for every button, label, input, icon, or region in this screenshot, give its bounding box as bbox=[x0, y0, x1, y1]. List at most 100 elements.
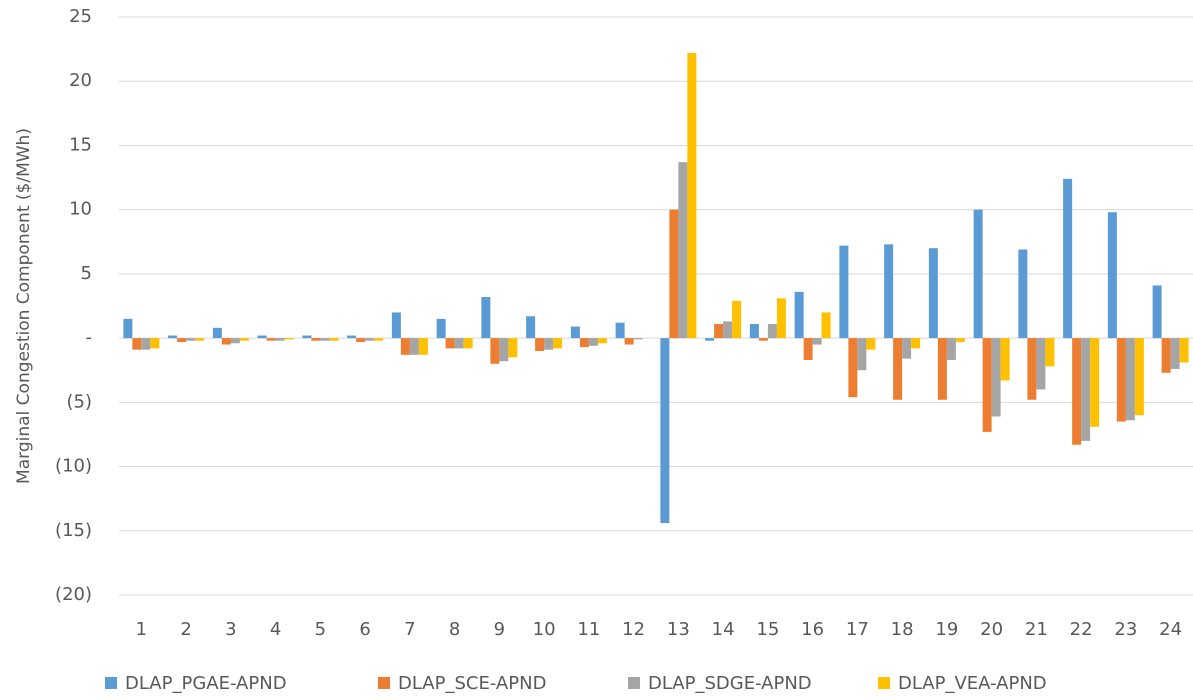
bar bbox=[463, 338, 473, 349]
bar bbox=[553, 338, 563, 349]
bar bbox=[839, 245, 849, 339]
bar bbox=[669, 209, 679, 339]
legend-label: DLAP_PGAE-APND bbox=[125, 673, 287, 694]
bar bbox=[1134, 338, 1144, 416]
bar bbox=[1090, 338, 1100, 427]
y-tick-label: 20 bbox=[69, 70, 92, 91]
bar bbox=[1045, 338, 1055, 367]
bar bbox=[132, 338, 142, 350]
x-tick-label: 12 bbox=[622, 619, 645, 640]
bar bbox=[436, 318, 446, 339]
bar bbox=[409, 338, 419, 355]
bar bbox=[230, 338, 240, 344]
x-tick-label: 19 bbox=[935, 619, 958, 640]
x-tick-label: 18 bbox=[891, 619, 914, 640]
bar bbox=[902, 338, 912, 359]
bar bbox=[257, 335, 267, 339]
bar bbox=[221, 338, 231, 345]
bar bbox=[937, 338, 947, 400]
bar bbox=[186, 338, 196, 341]
x-tick-label: 1 bbox=[136, 619, 147, 640]
legend-swatch bbox=[378, 677, 390, 689]
bar bbox=[1170, 338, 1180, 369]
bar bbox=[347, 335, 357, 339]
x-tick-label: 2 bbox=[180, 619, 191, 640]
bar bbox=[723, 321, 733, 339]
bar bbox=[490, 338, 500, 364]
bar bbox=[400, 338, 410, 355]
bar bbox=[1152, 285, 1162, 339]
y-tick-label: 10 bbox=[69, 199, 92, 220]
bar bbox=[866, 338, 876, 350]
bar bbox=[445, 338, 455, 349]
bar bbox=[266, 338, 276, 341]
x-tick-label: 5 bbox=[315, 619, 326, 640]
legend-swatch bbox=[878, 677, 890, 689]
y-tick-label: 15 bbox=[69, 134, 92, 155]
bar bbox=[884, 244, 894, 339]
bar bbox=[1081, 338, 1091, 441]
bar bbox=[857, 338, 867, 371]
x-tick-label: 6 bbox=[359, 619, 370, 640]
bar bbox=[803, 338, 813, 360]
bar bbox=[391, 312, 401, 339]
bar bbox=[597, 338, 607, 344]
bar bbox=[1116, 338, 1126, 422]
bar bbox=[1018, 249, 1028, 339]
x-tick-label: 23 bbox=[1114, 619, 1137, 640]
bar bbox=[624, 338, 634, 345]
x-tick-label: 11 bbox=[577, 619, 600, 640]
y-tick-label: 25 bbox=[69, 6, 92, 27]
bar bbox=[141, 338, 151, 350]
bar bbox=[544, 338, 554, 350]
x-tick-label: 7 bbox=[404, 619, 415, 640]
bar bbox=[749, 323, 759, 339]
bar bbox=[481, 297, 491, 339]
bar bbox=[678, 162, 688, 339]
legend-label: DLAP_VEA-APND bbox=[898, 673, 1047, 694]
bar bbox=[579, 338, 589, 348]
y-tick-label: (10) bbox=[55, 456, 92, 477]
bar bbox=[302, 335, 312, 339]
x-tick-label: 24 bbox=[1159, 619, 1182, 640]
x-tick-label: 15 bbox=[756, 619, 779, 640]
bar bbox=[123, 318, 133, 339]
legend-label: DLAP_SDGE-APND bbox=[648, 673, 812, 694]
bar bbox=[955, 338, 965, 342]
x-tick-label: 16 bbox=[801, 619, 824, 640]
bar bbox=[1036, 338, 1046, 390]
bar bbox=[776, 298, 786, 339]
bar bbox=[660, 338, 670, 524]
x-tick-label: 14 bbox=[712, 619, 735, 640]
bar bbox=[284, 338, 294, 340]
bar bbox=[1000, 338, 1010, 381]
bar bbox=[714, 323, 724, 339]
y-tick-label: (20) bbox=[55, 584, 92, 605]
bar bbox=[982, 338, 992, 432]
y-tick-label: - bbox=[86, 327, 93, 348]
bar bbox=[821, 312, 831, 339]
bar bbox=[848, 338, 858, 398]
bar bbox=[633, 338, 643, 340]
bar bbox=[239, 338, 249, 341]
bar bbox=[1063, 178, 1073, 339]
bar bbox=[705, 338, 715, 341]
bar bbox=[991, 338, 1001, 417]
x-tick-label: 22 bbox=[1070, 619, 1093, 640]
bar bbox=[767, 323, 777, 339]
x-tick-label: 8 bbox=[449, 619, 460, 640]
bar bbox=[911, 338, 921, 349]
bar bbox=[1072, 338, 1082, 445]
legend-swatch bbox=[628, 677, 640, 689]
x-tick-label: 21 bbox=[1025, 619, 1048, 640]
bar bbox=[1125, 338, 1135, 421]
bar bbox=[320, 338, 330, 341]
x-tick-label: 13 bbox=[667, 619, 690, 640]
x-tick-label: 20 bbox=[980, 619, 1003, 640]
x-tick-label: 9 bbox=[494, 619, 505, 640]
bar bbox=[758, 338, 768, 341]
bar bbox=[893, 338, 903, 400]
y-tick-label: 5 bbox=[81, 263, 92, 284]
bar bbox=[588, 338, 598, 346]
